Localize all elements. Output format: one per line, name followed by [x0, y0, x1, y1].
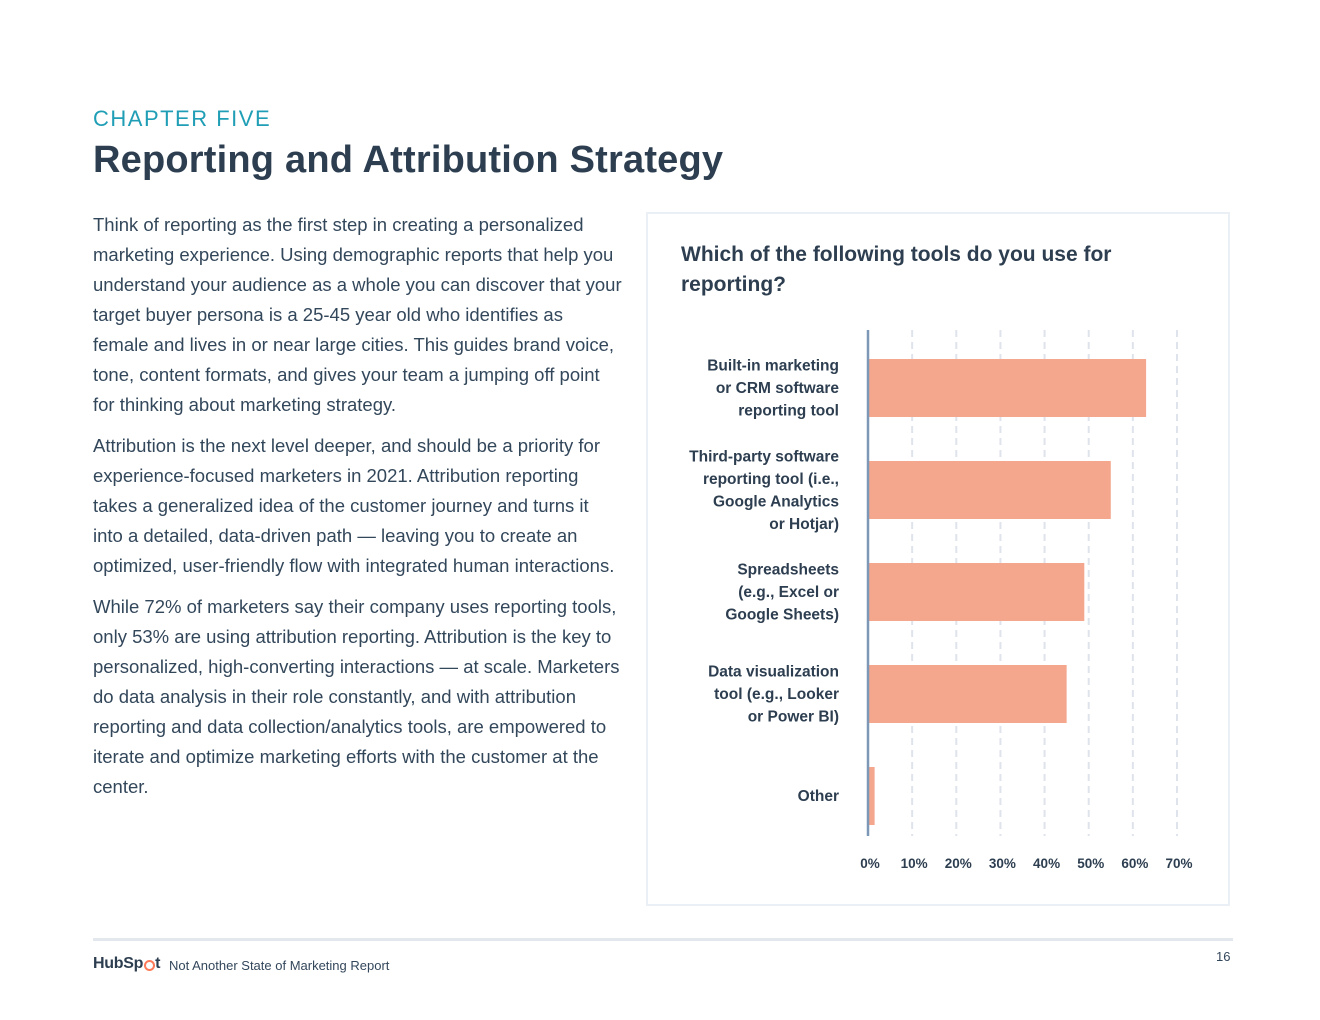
category-label-line: Google Analytics — [713, 493, 839, 510]
page-number: 16 — [1216, 949, 1231, 964]
bar — [868, 767, 875, 825]
x-tick-label: 0% — [860, 856, 880, 871]
category-label-line: or Hotjar) — [769, 516, 839, 533]
category-label-line: reporting tool — [738, 403, 839, 420]
page-title: Reporting and Attribution Strategy — [93, 139, 724, 181]
report-name: Not Another State of Marketing Report — [169, 958, 390, 973]
category-label-line: or Power BI) — [748, 709, 839, 726]
x-tick-label: 20% — [945, 856, 972, 871]
x-tick-label: 30% — [989, 856, 1016, 871]
category-label: Third-party software reporting tool (i.e.… — [689, 448, 839, 533]
category-label: Other — [798, 788, 839, 805]
chart-title: Which of the following tools do you use … — [681, 243, 1112, 296]
category-label-line: Data visualization — [708, 664, 839, 681]
hubspot-logo: HubSp t — [93, 955, 160, 973]
category-label-line: Third-party software — [689, 448, 839, 465]
logo-text-prefix: HubSp — [93, 955, 144, 972]
x-tick-label: 40% — [1033, 856, 1060, 871]
category-label: Data visualization tool (e.g., Looker or P… — [708, 664, 839, 726]
category-label-line: tool (e.g., Looker — [714, 686, 839, 703]
sprocket-icon — [143, 959, 155, 971]
category-label-line: Google Sheets) — [725, 607, 839, 624]
category-label-line: Built-in marketing — [707, 358, 839, 375]
bar — [868, 563, 1085, 621]
category-label-line: (e.g., Excel or — [738, 584, 839, 601]
category-label-line: or CRM software — [716, 380, 840, 397]
logo-text-suffix: t — [155, 955, 161, 972]
paragraph-attribution: Attribution is the next level deeper, an… — [93, 435, 615, 576]
category-label: Built-in marketing or CRM software reporti… — [707, 358, 839, 420]
paragraph-statistics: While 72% of marketers say their company… — [93, 596, 620, 797]
chapter-label: CHAPTER FIVE — [93, 106, 272, 131]
category-label: Spreadsheets (e.g., Excel or Google Sheets… — [725, 562, 839, 624]
category-label-line: Other — [798, 788, 839, 805]
x-tick-label: 70% — [1165, 856, 1192, 871]
x-tick-label: 10% — [901, 856, 928, 871]
bar-chart: Built-in marketing or CRM software reporti… — [689, 330, 1193, 871]
paragraph-reporting: Think of reporting as the first step in … — [93, 214, 622, 415]
x-tick-label: 50% — [1077, 856, 1104, 871]
bar — [868, 359, 1147, 417]
bar — [868, 461, 1111, 519]
body-text: Think of reporting as the first step in … — [93, 210, 623, 813]
footer-divider — [93, 938, 1233, 941]
category-label-line: Spreadsheets — [737, 562, 839, 579]
bar — [868, 665, 1067, 723]
x-tick-label: 60% — [1121, 856, 1148, 871]
category-label-line: reporting tool (i.e., — [703, 471, 839, 488]
